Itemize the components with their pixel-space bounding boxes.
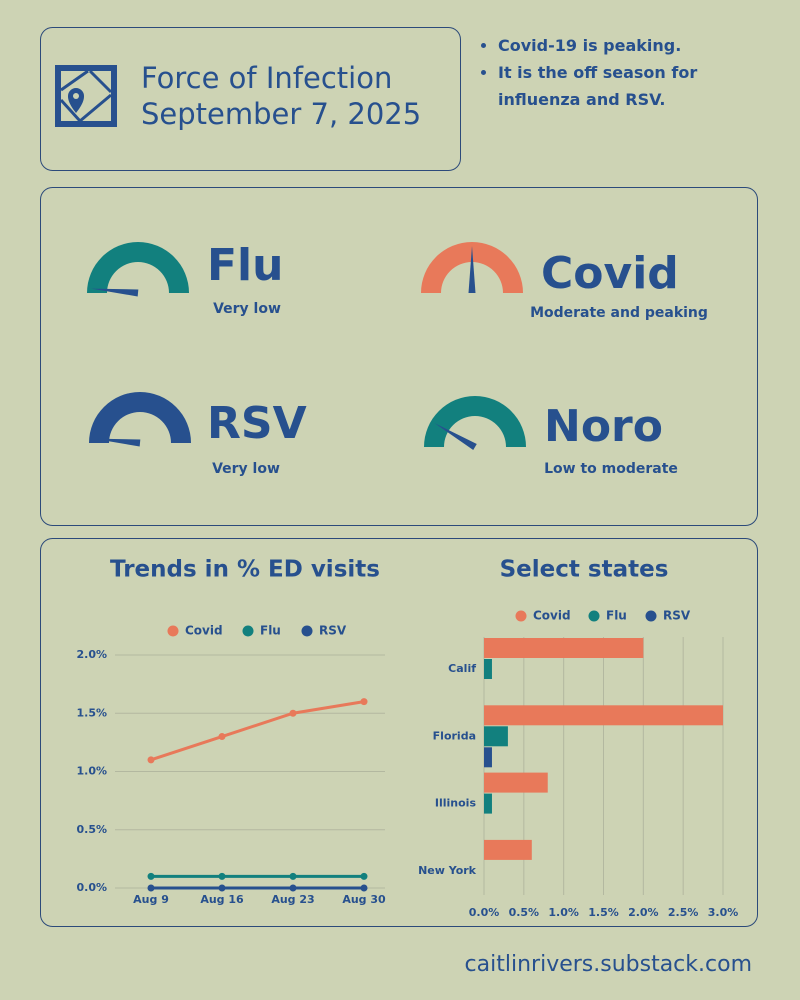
x-tick-label: 0.0% [469, 906, 500, 919]
y-tick-label: 0.0% [76, 881, 107, 894]
point [147, 756, 155, 764]
charts-box [40, 538, 758, 927]
bar [484, 638, 644, 658]
y-tick-label: Illinois [435, 797, 477, 810]
chart-title: Trends in % ED visits [110, 557, 380, 583]
header-box [40, 27, 461, 171]
gauge-arc [89, 392, 191, 443]
title: Force of Infection [141, 61, 392, 95]
bar [484, 705, 723, 726]
x-tick-label: Aug 9 [133, 893, 169, 906]
footer: caitlinrivers.substack.com [465, 952, 752, 977]
legend-marker [242, 625, 254, 637]
legend-label: RSV [319, 624, 347, 638]
legend-marker [588, 610, 600, 622]
y-tick-label: 0.5% [76, 823, 107, 836]
point [360, 872, 368, 880]
point [360, 884, 368, 892]
point [218, 733, 226, 741]
y-tick-label: 1.0% [76, 765, 107, 778]
gauge-name: Flu [207, 240, 283, 291]
legend-label: RSV [663, 609, 691, 623]
bar [484, 747, 492, 768]
bar [484, 772, 548, 793]
gauge-name: Covid [541, 248, 679, 299]
bar [484, 659, 492, 679]
x-tick-label: 1.5% [588, 906, 619, 919]
legend-marker [515, 610, 527, 622]
point [218, 872, 226, 880]
gauge-needle [93, 438, 141, 447]
legend-marker [301, 625, 313, 637]
gauge-status: Very low [213, 301, 281, 317]
point [360, 698, 368, 706]
gauge-status: Moderate and peaking [530, 305, 708, 321]
y-tick-label: 1.5% [76, 706, 107, 719]
gauge-needle [91, 288, 139, 297]
legend-marker [645, 610, 657, 622]
x-tick-label: 2.0% [628, 906, 659, 919]
point [289, 709, 297, 717]
gauge-name: RSV [207, 398, 307, 449]
x-tick-label: 1.0% [548, 906, 579, 919]
gauge-arc [424, 396, 526, 447]
gauge-status: Low to moderate [544, 461, 678, 477]
line [150, 700, 365, 762]
map-icon [55, 65, 117, 127]
gauge-status: Very low [212, 461, 280, 477]
point [289, 872, 297, 880]
y-tick-label: 2.0% [76, 648, 107, 661]
bullet: Covid-19 is peaking. [498, 32, 748, 59]
gauge-arc [421, 242, 523, 293]
legend-label: Covid [185, 624, 223, 638]
bullet-list: Covid-19 is peaking. It is the off seaso… [478, 32, 748, 113]
x-tick-label: 0.5% [509, 906, 540, 919]
y-tick-label: Calif [448, 662, 476, 675]
bar [484, 793, 492, 814]
point [147, 884, 155, 892]
legend-label: Flu [606, 609, 627, 623]
gauge-arc [87, 242, 189, 293]
gauges-box [40, 187, 758, 526]
y-tick-label: New York [418, 864, 477, 877]
gauge-name: Noro [544, 401, 663, 452]
gauge-needle [434, 423, 477, 451]
point [147, 872, 155, 880]
x-tick-label: 3.0% [708, 906, 739, 919]
gauge-needle [468, 246, 476, 293]
x-tick-label: Aug 30 [342, 893, 386, 906]
legend-label: Covid [533, 609, 571, 623]
bullet: It is the off season for influenza and R… [498, 59, 748, 113]
y-tick-label: Florida [433, 729, 476, 742]
point [289, 884, 297, 892]
bar [484, 839, 532, 860]
point [218, 884, 226, 892]
legend-label: Flu [260, 624, 281, 638]
chart-title: Select states [500, 557, 669, 583]
date: September 7, 2025 [141, 97, 421, 131]
x-tick-label: Aug 16 [200, 893, 244, 906]
bar [484, 726, 508, 747]
legend-marker [167, 625, 179, 637]
x-tick-label: 2.5% [668, 906, 699, 919]
x-tick-label: Aug 23 [271, 893, 314, 906]
